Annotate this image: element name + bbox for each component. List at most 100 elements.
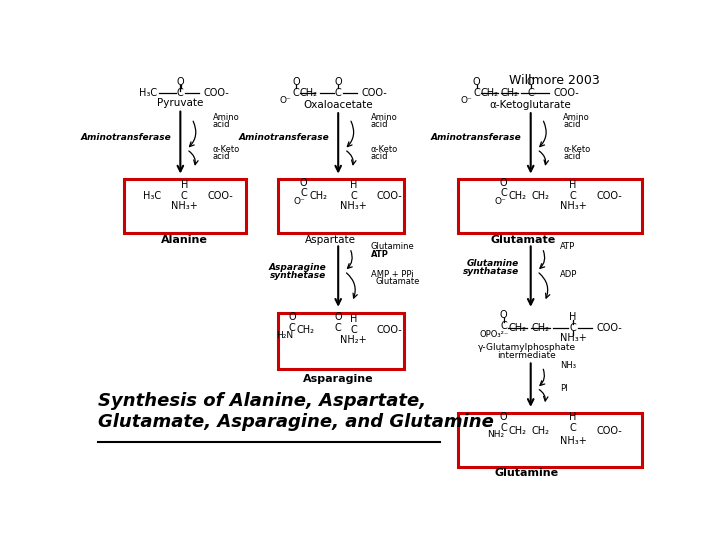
Text: acid: acid — [371, 152, 388, 161]
Text: O: O — [176, 77, 184, 87]
Bar — [278, 313, 404, 369]
Text: acid: acid — [212, 119, 230, 129]
Text: COO-: COO- — [596, 426, 622, 436]
Text: COO-: COO- — [377, 326, 402, 335]
Text: Alanine: Alanine — [161, 235, 207, 245]
Text: COO-: COO- — [207, 191, 233, 201]
Text: C: C — [335, 88, 341, 98]
Text: ADP: ADP — [560, 270, 577, 279]
Text: acid: acid — [563, 152, 580, 161]
Text: O: O — [334, 312, 342, 322]
Text: γ-Glutamylphosphate: γ-Glutamylphosphate — [478, 343, 576, 352]
Text: Synthesis of Alanine, Aspartate,: Synthesis of Alanine, Aspartate, — [98, 392, 426, 410]
Text: COO-: COO- — [361, 88, 387, 98]
Text: Glutamate: Glutamate — [490, 235, 556, 245]
Text: NH₂: NH₂ — [487, 430, 505, 439]
Text: C: C — [289, 323, 295, 333]
Text: α-Keto: α-Keto — [371, 145, 397, 154]
Text: O: O — [527, 77, 534, 87]
Text: CH₂: CH₂ — [501, 88, 519, 98]
Text: O: O — [500, 310, 508, 320]
Bar — [457, 179, 642, 233]
Text: NH₃+: NH₃+ — [559, 201, 586, 211]
Text: O: O — [300, 178, 307, 187]
Text: O: O — [473, 77, 481, 87]
Text: C: C — [570, 423, 577, 433]
Text: Glutamine: Glutamine — [371, 242, 414, 251]
Text: OPO₃²⁻: OPO₃²⁻ — [480, 330, 509, 339]
Text: Willmore 2003: Willmore 2003 — [509, 74, 600, 87]
Text: H₃C: H₃C — [139, 88, 157, 98]
Text: CH₂: CH₂ — [297, 326, 315, 335]
Text: C: C — [177, 88, 184, 98]
Text: H₂N: H₂N — [276, 332, 293, 340]
Text: O⁻: O⁻ — [461, 97, 472, 105]
Text: α-Ketoglutarate: α-Ketoglutarate — [490, 100, 572, 110]
Bar — [457, 413, 642, 467]
Text: H: H — [570, 413, 577, 422]
Text: O: O — [288, 312, 296, 322]
Text: O⁻: O⁻ — [280, 97, 292, 105]
Text: C: C — [350, 191, 357, 201]
Text: NH₃+: NH₃+ — [341, 201, 367, 211]
Text: NH₂+: NH₂+ — [341, 335, 367, 346]
Text: Amino: Amino — [563, 113, 590, 122]
Text: acid: acid — [212, 152, 230, 161]
Text: CH₂: CH₂ — [300, 88, 318, 98]
Text: CH₂: CH₂ — [531, 426, 549, 436]
Text: C: C — [292, 88, 300, 98]
Text: NH₃: NH₃ — [560, 361, 576, 369]
Text: Glutamine: Glutamine — [495, 468, 559, 478]
Text: C: C — [300, 188, 307, 198]
Text: AMP + PPi: AMP + PPi — [371, 270, 413, 279]
Text: H: H — [181, 180, 188, 190]
Text: CH₂: CH₂ — [508, 191, 526, 201]
Text: O⁻: O⁻ — [294, 197, 305, 206]
Text: C: C — [474, 88, 480, 98]
Text: NH₃+: NH₃+ — [559, 333, 586, 343]
Text: NH₃+: NH₃+ — [171, 201, 197, 211]
Text: intermediate: intermediate — [498, 350, 557, 360]
Text: Aspartate: Aspartate — [305, 235, 356, 245]
Text: Aminotransferase: Aminotransferase — [431, 133, 521, 143]
Text: Aminotransferase: Aminotransferase — [81, 133, 171, 143]
Text: COO-: COO- — [204, 88, 229, 98]
Text: C: C — [500, 321, 507, 331]
Text: Glutamine: Glutamine — [467, 259, 519, 268]
Text: ATP: ATP — [371, 249, 388, 259]
Text: O: O — [500, 178, 508, 187]
Text: C: C — [500, 188, 507, 198]
Text: Pyruvate: Pyruvate — [157, 98, 204, 109]
Text: H: H — [350, 314, 357, 324]
Text: CH₂: CH₂ — [508, 426, 526, 436]
Text: Asparagine: Asparagine — [303, 374, 374, 384]
Text: C: C — [350, 326, 357, 335]
Text: C: C — [527, 88, 534, 98]
Text: CH₂: CH₂ — [508, 323, 526, 333]
Text: Glutamate, Asparagine, and Glutamine: Glutamate, Asparagine, and Glutamine — [98, 413, 494, 430]
Text: H₃C: H₃C — [143, 191, 161, 201]
Text: C: C — [570, 191, 577, 201]
Text: C: C — [181, 191, 188, 201]
Text: C: C — [570, 323, 577, 333]
Text: Amino: Amino — [371, 113, 397, 122]
Text: Glutamate: Glutamate — [375, 278, 420, 286]
Text: O: O — [334, 77, 342, 87]
Text: COO-: COO- — [596, 323, 622, 333]
Text: ATP: ATP — [560, 242, 575, 251]
Text: Oxaloacetate: Oxaloacetate — [303, 100, 373, 110]
Text: PI: PI — [560, 384, 567, 393]
Bar — [124, 179, 246, 233]
Bar — [278, 179, 404, 233]
Text: α-Keto: α-Keto — [212, 145, 240, 154]
Text: CH₂: CH₂ — [531, 191, 549, 201]
Text: H: H — [350, 180, 357, 190]
Text: C: C — [335, 323, 341, 333]
Text: synthatase: synthatase — [463, 267, 519, 275]
Text: O: O — [500, 413, 508, 422]
Text: Asparagine: Asparagine — [269, 263, 327, 272]
Text: CH₂: CH₂ — [531, 323, 549, 333]
Text: acid: acid — [563, 119, 580, 129]
Text: α-Keto: α-Keto — [563, 145, 590, 154]
Text: synthetase: synthetase — [271, 271, 327, 280]
